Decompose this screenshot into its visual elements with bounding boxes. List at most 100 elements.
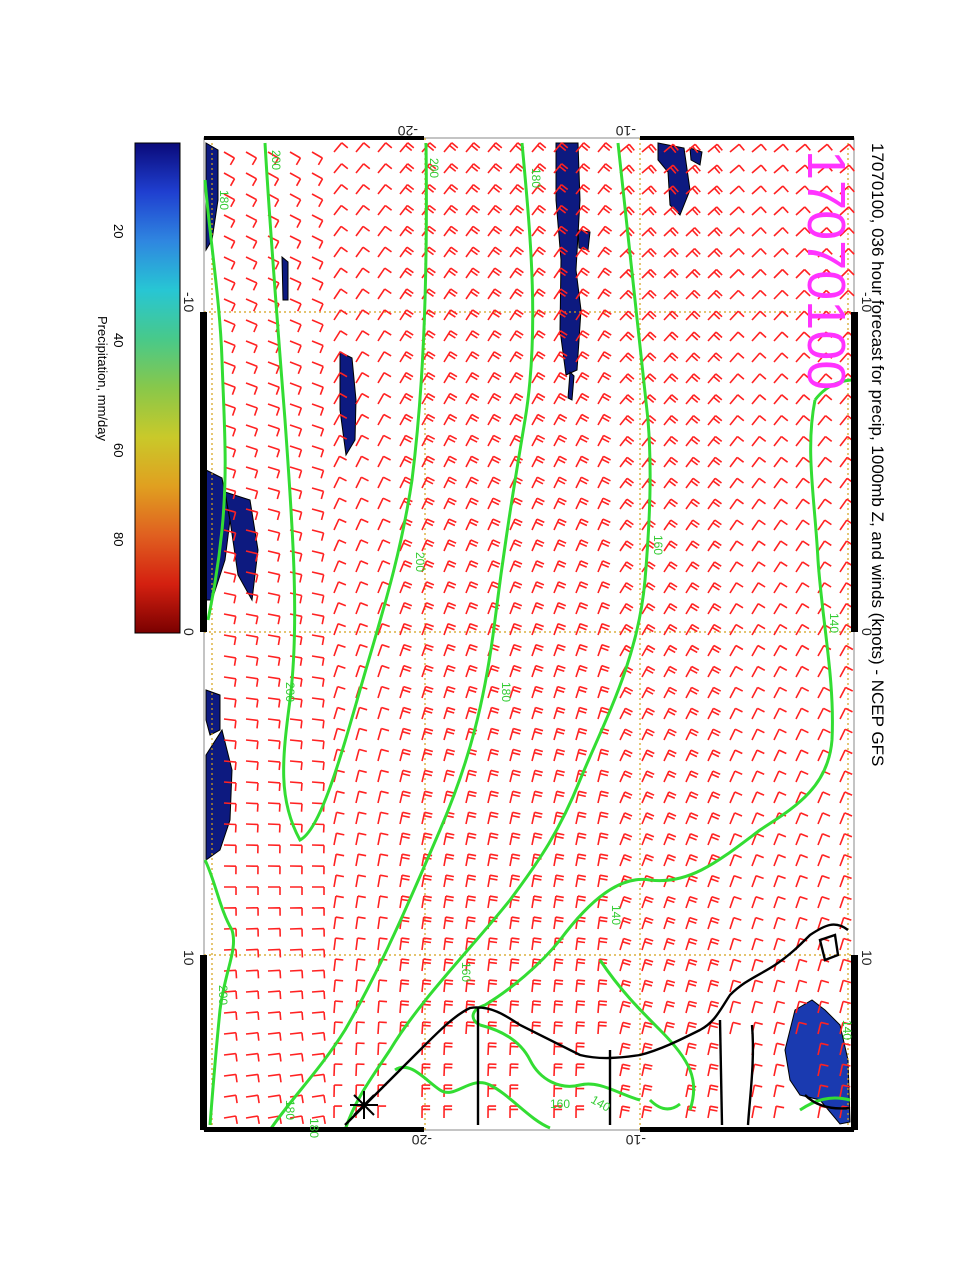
wind-barb xyxy=(751,1000,764,1014)
wind-barb xyxy=(421,392,436,405)
wind-barb xyxy=(443,1000,454,1014)
wind-barb xyxy=(333,142,349,153)
wind-barb xyxy=(487,476,501,489)
wind-barb xyxy=(751,749,765,762)
wind-barb xyxy=(245,990,260,1000)
wind-barb xyxy=(707,1105,719,1119)
wind-barb xyxy=(465,874,477,888)
wind-barb xyxy=(751,603,766,615)
wind-barb xyxy=(289,256,302,270)
wind-barb xyxy=(751,937,764,951)
wind-barb xyxy=(223,613,237,625)
wind-barb xyxy=(355,497,369,510)
wind-barb xyxy=(289,927,303,937)
wind-barb xyxy=(289,865,303,875)
contour-labels: 200 200 180 200 180 160 200 200 180 180 … xyxy=(216,150,854,1138)
wind-barb xyxy=(333,706,346,720)
wind-barb xyxy=(289,277,302,291)
wind-barb xyxy=(531,246,546,258)
wind-barb xyxy=(597,539,611,552)
wind-barb xyxy=(333,204,349,216)
wind-barb xyxy=(311,760,325,771)
wind-barb xyxy=(839,1042,851,1056)
wind-barb xyxy=(487,706,500,720)
wind-barb xyxy=(289,948,304,958)
wind-barb xyxy=(421,560,435,573)
wind-barb xyxy=(289,151,302,166)
wind-barb xyxy=(377,685,390,699)
wind-barb xyxy=(223,802,237,812)
wind-barb xyxy=(223,655,237,666)
wind-barb xyxy=(553,1000,564,1014)
wind-barb xyxy=(399,811,411,825)
wind-barb xyxy=(377,937,388,951)
wind-barb xyxy=(817,456,833,468)
wind-barb xyxy=(421,874,433,888)
wind-barb xyxy=(575,1000,586,1014)
wind-barb xyxy=(355,790,367,804)
wind-barb xyxy=(729,582,744,594)
wind-barb xyxy=(663,456,679,468)
wind-barb xyxy=(421,895,432,909)
wind-barb xyxy=(641,833,655,846)
wind-barb xyxy=(817,498,832,510)
wind-barb xyxy=(663,979,676,993)
wind-barb xyxy=(311,550,325,562)
wind-barb xyxy=(245,781,259,791)
wind-barb xyxy=(619,143,635,154)
wind-barb xyxy=(355,163,371,174)
wind-barb xyxy=(399,958,410,972)
contour-label: 180 xyxy=(307,1118,321,1138)
wind-barb xyxy=(597,225,613,237)
wind-barb xyxy=(267,550,281,562)
wind-barb xyxy=(465,916,476,930)
wind-barb xyxy=(839,895,852,909)
wind-barb xyxy=(267,718,281,729)
wind-barb xyxy=(575,979,586,993)
wind-barb xyxy=(685,227,701,237)
wind-barb xyxy=(663,289,679,300)
wind-barb xyxy=(575,204,591,216)
right-tick-label: 0 xyxy=(859,628,875,636)
wind-barb xyxy=(311,948,326,958)
wind-barb xyxy=(575,455,589,468)
wind-barb xyxy=(751,456,767,468)
wind-barb xyxy=(443,330,458,342)
wind-barb xyxy=(267,697,281,708)
wind-barb xyxy=(311,990,326,1000)
wind-barb xyxy=(685,561,700,573)
wind-barb xyxy=(333,664,346,678)
wind-barb xyxy=(487,183,503,195)
wind-barb xyxy=(707,331,723,342)
wind-barb xyxy=(289,298,302,312)
wind-barb xyxy=(311,382,324,395)
wind-barb xyxy=(575,372,590,384)
wind-barb xyxy=(575,560,589,573)
wind-barb xyxy=(443,455,457,468)
wind-barb xyxy=(553,602,567,615)
wind-barb xyxy=(553,1021,563,1035)
wind-barb xyxy=(707,456,723,468)
wind-barb xyxy=(597,685,610,699)
wind-barb xyxy=(707,540,722,552)
wind-barb xyxy=(531,455,545,468)
wind-barb xyxy=(751,791,765,804)
wind-barb xyxy=(223,235,236,249)
wind-barb xyxy=(685,707,699,720)
wind-barb xyxy=(795,958,808,972)
wind-barb xyxy=(817,373,833,384)
wind-barb xyxy=(839,728,853,741)
wind-barb xyxy=(487,748,500,762)
wind-barb xyxy=(641,227,657,237)
wind-barb xyxy=(355,1042,365,1056)
wind-barb xyxy=(707,1063,719,1077)
wind-barb xyxy=(443,916,454,930)
wind-barb xyxy=(421,1105,431,1119)
wind-barb xyxy=(531,476,545,489)
wind-barb xyxy=(685,582,700,594)
wind-barb xyxy=(817,833,831,846)
wind-barb xyxy=(267,1073,282,1083)
wind-barb xyxy=(487,518,501,531)
wind-barb xyxy=(465,204,481,216)
wind-barb xyxy=(531,225,547,237)
